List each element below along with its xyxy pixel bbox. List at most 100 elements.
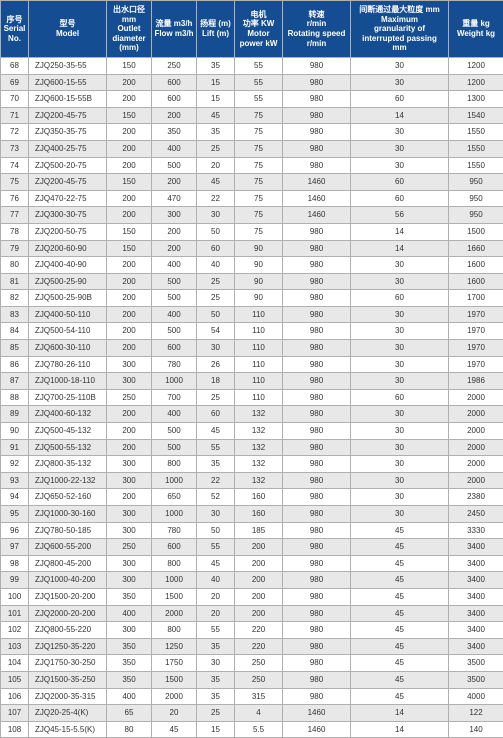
cell-outlet: 200 [107,140,152,157]
cell-gran: 14 [351,705,449,722]
cell-serial: 101 [1,605,29,622]
cell-weight: 950 [449,190,503,207]
cell-lift: 35 [197,638,235,655]
cell-flow: 800 [152,555,197,572]
cell-lift: 45 [197,107,235,124]
cell-weight: 3400 [449,622,503,639]
col-header-outlet: 出水口径mmOutletdiameter(mm) [107,1,152,58]
cell-flow: 1500 [152,588,197,605]
cell-flow: 1000 [152,373,197,390]
cell-gran: 30 [351,74,449,91]
col-header-lift: 扬程 (m)Lift (m) [197,1,235,58]
cell-serial: 91 [1,439,29,456]
table-row: 103ZJQ1250-35-220350125035220980453400 [1,638,503,655]
table-body: 68ZJQ250-35-55150250355598030120069ZJQ60… [1,57,503,737]
cell-speed: 980 [283,671,351,688]
table-row: 72ZJQ350-35-752003503575980301550 [1,124,503,141]
cell-outlet: 300 [107,572,152,589]
cell-outlet: 200 [107,91,152,108]
cell-weight: 122 [449,705,503,722]
cell-serial: 71 [1,107,29,124]
cell-power: 200 [235,588,283,605]
cell-weight: 950 [449,174,503,191]
cell-flow: 2000 [152,688,197,705]
cell-lift: 40 [197,572,235,589]
cell-outlet: 200 [107,306,152,323]
cell-serial: 69 [1,74,29,91]
cell-gran: 14 [351,240,449,257]
cell-speed: 1460 [283,721,351,738]
table-row: 81ZJQ500-25-902005002590980301600 [1,273,503,290]
cell-outlet: 65 [107,705,152,722]
cell-serial: 105 [1,671,29,688]
cell-gran: 30 [351,273,449,290]
cell-power: 250 [235,655,283,672]
table-row: 74ZJQ500-20-752005002075980301550 [1,157,503,174]
cell-gran: 14 [351,223,449,240]
cell-speed: 980 [283,539,351,556]
cell-lift: 20 [197,588,235,605]
cell-model: ZJQ800-35-132 [29,456,107,473]
cell-power: 250 [235,671,283,688]
cell-power: 5.5 [235,721,283,738]
cell-lift: 54 [197,323,235,340]
cell-serial: 85 [1,340,29,357]
cell-flow: 45 [152,721,197,738]
cell-speed: 980 [283,74,351,91]
table-row: 94ZJQ650-52-16020065052160980302380 [1,489,503,506]
cell-gran: 14 [351,107,449,124]
cell-outlet: 400 [107,688,152,705]
cell-speed: 1460 [283,190,351,207]
cell-speed: 980 [283,472,351,489]
cell-serial: 95 [1,506,29,523]
cell-gran: 45 [351,605,449,622]
table-row: 108ZJQ45-15-5.5(K)8045155.5146014140 [1,721,503,738]
cell-outlet: 350 [107,588,152,605]
cell-serial: 70 [1,91,29,108]
cell-outlet: 400 [107,605,152,622]
cell-lift: 20 [197,605,235,622]
table-row: 102ZJQ800-55-22030080055220980453400 [1,622,503,639]
cell-gran: 60 [351,290,449,307]
cell-serial: 94 [1,489,29,506]
table-row: 90ZJQ500-45-13220050045132980302000 [1,423,503,440]
cell-flow: 400 [152,406,197,423]
cell-gran: 30 [351,423,449,440]
cell-speed: 980 [283,124,351,141]
cell-weight: 950 [449,207,503,224]
cell-outlet: 80 [107,721,152,738]
table-row: 76ZJQ470-22-752004702275146060950 [1,190,503,207]
cell-weight: 1970 [449,323,503,340]
cell-gran: 45 [351,555,449,572]
cell-serial: 75 [1,174,29,191]
cell-power: 55 [235,74,283,91]
cell-gran: 60 [351,389,449,406]
cell-flow: 400 [152,306,197,323]
cell-power: 160 [235,506,283,523]
cell-outlet: 150 [107,107,152,124]
cell-gran: 30 [351,323,449,340]
table-row: 98ZJQ800-45-20030080045200980453400 [1,555,503,572]
cell-model: ZJQ500-55-132 [29,439,107,456]
cell-speed: 980 [283,107,351,124]
cell-gran: 30 [351,472,449,489]
cell-serial: 96 [1,522,29,539]
cell-power: 55 [235,57,283,74]
table-row: 101ZJQ2000-20-200400200020200980453400 [1,605,503,622]
cell-outlet: 200 [107,290,152,307]
cell-speed: 980 [283,140,351,157]
cell-power: 220 [235,622,283,639]
cell-gran: 56 [351,207,449,224]
cell-weight: 1540 [449,107,503,124]
cell-lift: 18 [197,373,235,390]
cell-power: 55 [235,91,283,108]
cell-speed: 980 [283,240,351,257]
table-row: 84ZJQ500-54-11020050054110980301970 [1,323,503,340]
table-row: 71ZJQ200-45-751502004575980141540 [1,107,503,124]
cell-gran: 45 [351,655,449,672]
cell-flow: 1500 [152,671,197,688]
cell-flow: 500 [152,439,197,456]
cell-gran: 30 [351,373,449,390]
cell-lift: 26 [197,356,235,373]
cell-serial: 74 [1,157,29,174]
